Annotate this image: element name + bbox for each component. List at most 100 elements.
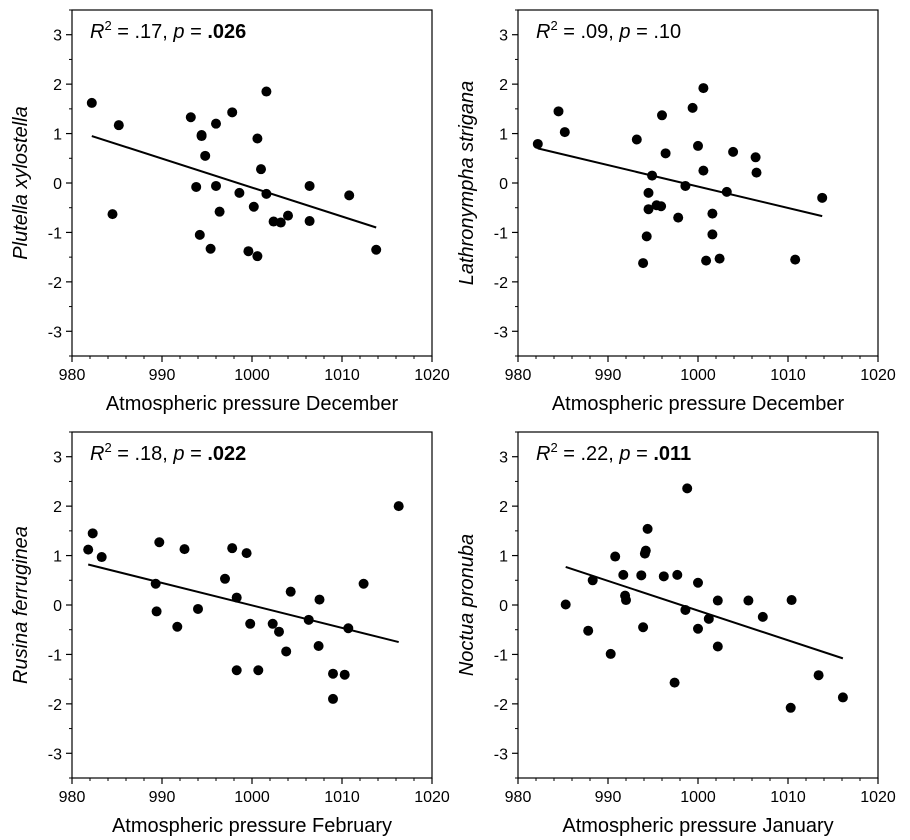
data-point: [252, 251, 263, 262]
data-point: [605, 648, 616, 659]
data-point: [200, 150, 211, 161]
x-tick-label: 990: [595, 367, 622, 384]
y-tick-label: 3: [499, 450, 508, 467]
x-tick-label: 980: [59, 789, 86, 806]
y-tick-label: 2: [53, 77, 62, 94]
y-tick-label: 1: [499, 549, 508, 566]
y-tick-label: 0: [53, 598, 62, 615]
data-point: [640, 545, 651, 556]
y-axis-label: Lathronympha strigana: [456, 81, 478, 286]
stat-annotation: R2 = .09, p = .10: [536, 18, 681, 43]
data-point: [252, 133, 263, 144]
regression-line: [565, 565, 844, 660]
x-tick-label: 1020: [860, 367, 896, 384]
data-point: [231, 665, 242, 676]
data-point: [248, 201, 259, 212]
data-point: [643, 204, 654, 215]
data-point: [113, 120, 124, 131]
y-tick-label: -3: [48, 324, 62, 341]
data-point: [583, 625, 594, 636]
data-point: [234, 187, 245, 198]
data-point: [343, 623, 354, 634]
x-tick-label: 1000: [234, 367, 270, 384]
data-point: [274, 626, 284, 637]
data-point: [241, 548, 252, 559]
y-tick-label: 1: [53, 549, 62, 566]
data-point: [618, 569, 629, 580]
regression-line: [537, 147, 823, 218]
y-tick-label: 0: [499, 598, 508, 615]
scatter-panel-1: 980 990 1000 1010 1020 -3 -2 -1 0 1 2 3 R2 = .17, p …: [10, 9, 450, 415]
data-point: [344, 190, 355, 201]
data-point: [701, 255, 712, 266]
data-point: [743, 595, 754, 606]
data-point: [87, 528, 98, 539]
stat-annotation: R2 = .22, p = .011: [536, 440, 691, 465]
x-axis-label: Atmospheric pressure December: [552, 393, 845, 415]
data-point: [231, 592, 242, 603]
y-tick-label: -3: [494, 746, 508, 763]
data-point: [261, 86, 272, 97]
x-tick-label: 1010: [770, 789, 806, 806]
data-point: [757, 611, 768, 622]
y-tick-label: -2: [48, 697, 62, 714]
data-point: [707, 208, 718, 219]
x-tick-label: 1010: [770, 367, 806, 384]
data-point: [631, 134, 642, 145]
data-point: [698, 83, 709, 94]
y-axis-label: Noctua pronuba: [456, 534, 478, 676]
data-point: [559, 127, 570, 138]
y-tick-label: 1: [499, 127, 508, 144]
data-point: [641, 231, 652, 242]
scatter-panel-2: 980 990 1000 1010 1020 -3 -2 -1 0 1 2 3 R2 = .09, p …: [456, 9, 896, 415]
data-point: [837, 692, 848, 703]
data-point: [283, 210, 293, 221]
data-point: [191, 181, 202, 192]
data-point: [750, 152, 761, 163]
data-point: [86, 97, 97, 108]
data-point: [728, 146, 739, 157]
y-tick-label: -2: [48, 275, 62, 292]
data-point: [786, 595, 797, 606]
x-axis-label: Atmospheric pressure February: [112, 815, 392, 837]
y-tick-label: 2: [53, 499, 62, 516]
data-point: [647, 170, 658, 181]
data-point: [785, 702, 796, 713]
y-tick-label: 3: [53, 450, 62, 467]
x-tick-label: 1010: [324, 367, 360, 384]
data-point: [553, 106, 564, 117]
data-point: [682, 483, 693, 494]
data-point: [150, 578, 161, 589]
y-axis-label: Plutella xylostella: [10, 106, 32, 259]
data-point: [185, 112, 196, 123]
data-point: [680, 180, 691, 191]
data-point: [707, 229, 718, 240]
scatter-panel-3: 980 990 1000 1010 1020 -3 -2 -1 0 1 2 3 R2 = .18, p …: [10, 431, 450, 837]
data-point: [211, 118, 221, 129]
data-point: [245, 618, 256, 629]
y-tick-label: 1: [53, 127, 62, 144]
data-point: [314, 594, 325, 605]
y-tick-label: -1: [48, 647, 62, 664]
y-tick-label: -2: [494, 697, 508, 714]
x-axis-label: Atmospheric pressure January: [562, 815, 833, 837]
data-point: [658, 571, 669, 582]
x-tick-label: 990: [149, 367, 176, 384]
data-point: [339, 669, 350, 680]
y-tick-label: 0: [499, 176, 508, 193]
data-point: [227, 107, 238, 118]
x-tick-label: 1010: [324, 789, 360, 806]
x-tick-label: 1000: [680, 367, 716, 384]
y-tick-label: -3: [48, 746, 62, 763]
data-point: [751, 167, 762, 178]
y-tick-label: 0: [53, 176, 62, 193]
data-point: [669, 677, 680, 688]
data-point: [656, 201, 667, 212]
data-point: [371, 244, 382, 255]
data-point: [328, 668, 338, 679]
data-point: [712, 595, 723, 606]
data-point: [560, 599, 571, 610]
data-point: [693, 140, 703, 151]
data-point: [393, 501, 404, 512]
